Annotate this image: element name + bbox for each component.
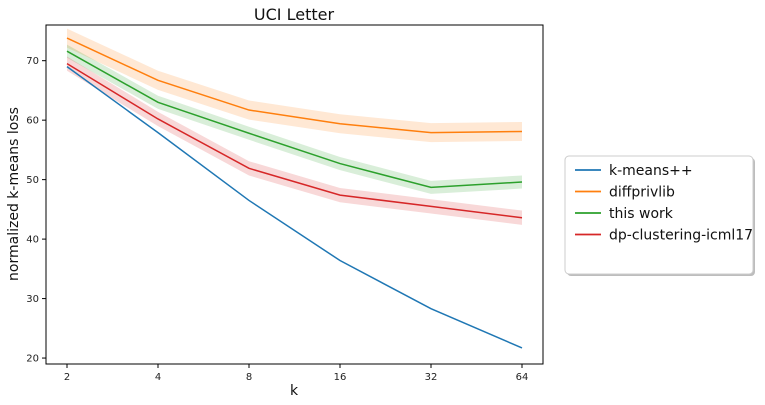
legend-label: k-means++ bbox=[609, 163, 693, 179]
chart-title: UCI Letter bbox=[254, 5, 335, 24]
x-tick-label: 16 bbox=[334, 372, 347, 383]
y-tick-label: 30 bbox=[26, 294, 39, 305]
y-axis: 20 30 40 50 60 70 bbox=[26, 56, 46, 365]
y-tick-label: 20 bbox=[26, 354, 39, 365]
x-tick-label: 64 bbox=[516, 372, 529, 383]
confidence-bands bbox=[67, 28, 522, 225]
legend-label: dp-clustering-icml17 bbox=[609, 228, 753, 244]
series-lines bbox=[66, 37, 523, 349]
y-tick-label: 50 bbox=[26, 175, 39, 186]
x-tick-label: 2 bbox=[64, 372, 70, 383]
line-diffprivlib bbox=[66, 37, 523, 134]
line-dp-clustering-icml17 bbox=[66, 63, 523, 219]
x-tick-label: 8 bbox=[246, 372, 252, 383]
legend: k-means++ diffprivlib this work dp-clusteri… bbox=[564, 155, 755, 276]
y-tick-label: 70 bbox=[26, 56, 39, 67]
legend-label: this work bbox=[609, 206, 674, 222]
x-axis: 2 4 8 16 32 64 bbox=[64, 364, 529, 383]
plot-frame bbox=[45, 24, 544, 365]
legend-label: diffprivlib bbox=[609, 185, 675, 201]
band-diffprivlib bbox=[67, 28, 522, 143]
x-axis-title: k bbox=[290, 383, 299, 399]
y-axis-title: normalized k-means loss bbox=[6, 107, 22, 281]
line-this-work bbox=[66, 50, 523, 189]
x-tick-label: 4 bbox=[155, 372, 161, 383]
x-tick-label: 32 bbox=[425, 372, 438, 383]
line-k-means bbox=[66, 66, 523, 349]
y-tick-label: 60 bbox=[26, 116, 39, 127]
band-this-work bbox=[67, 44, 522, 194]
legend-box bbox=[564, 155, 754, 275]
band-dp-clustering-icml17 bbox=[67, 56, 522, 225]
y-tick-label: 40 bbox=[26, 235, 39, 246]
